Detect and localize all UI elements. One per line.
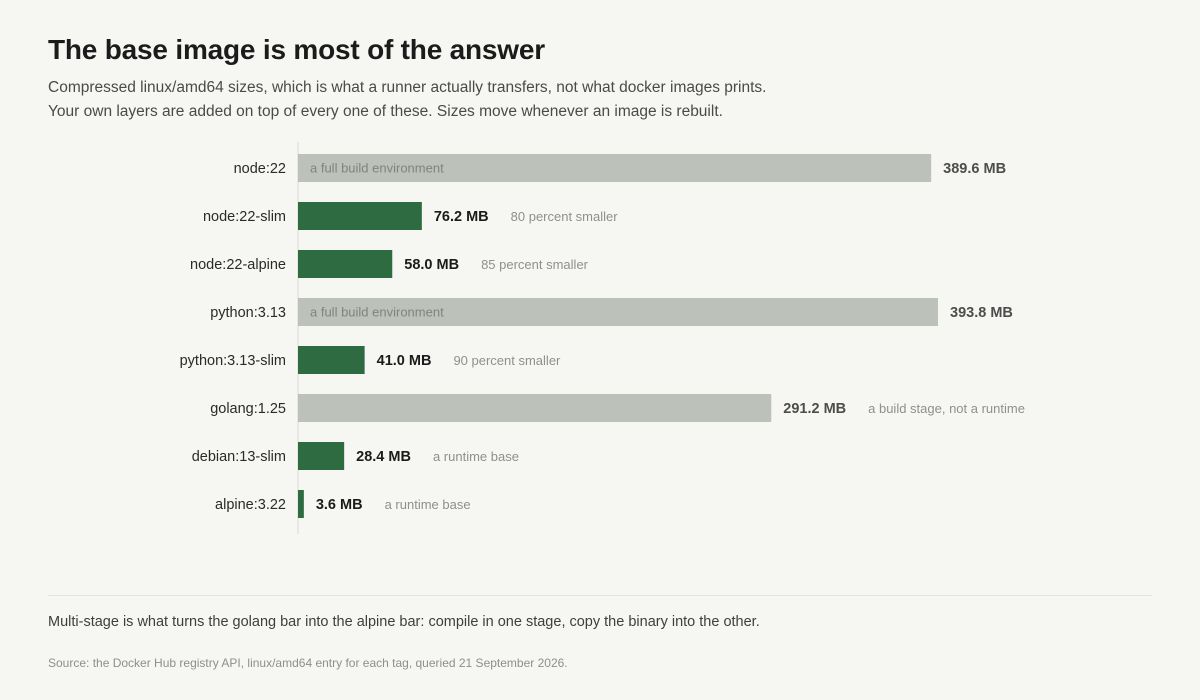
- bar: [298, 298, 938, 326]
- category-label: node:22-slim: [203, 209, 286, 225]
- bar-inside-label: a full build environment: [310, 305, 444, 320]
- bar-annotation: 80 percent smaller: [511, 209, 619, 224]
- footer-divider: [48, 595, 1152, 596]
- bar-annotation: 90 percent smaller: [453, 353, 561, 368]
- value-label: 28.4 MB: [356, 449, 411, 465]
- value-label: 41.0 MB: [377, 353, 432, 369]
- bar: [298, 442, 345, 470]
- category-label: debian:13-slim: [192, 449, 286, 465]
- value-label: 58.0 MB: [404, 257, 459, 273]
- chart-subtitle-line-2: Your own layers are added on top of ever…: [48, 103, 723, 120]
- value-label: 76.2 MB: [434, 209, 489, 225]
- value-label: 393.8 MB: [950, 305, 1013, 321]
- chart-title: The base image is most of the answer: [48, 34, 545, 65]
- source-note: Source: the Docker Hub registry API, lin…: [48, 656, 568, 670]
- bar: [298, 154, 932, 182]
- category-label: node:22: [234, 161, 286, 177]
- value-label: 291.2 MB: [783, 401, 846, 417]
- category-label: node:22-alpine: [190, 257, 286, 273]
- category-label: golang:1.25: [210, 401, 286, 417]
- value-label: 3.6 MB: [316, 497, 363, 513]
- category-label: python:3.13-slim: [180, 353, 286, 369]
- bar: [298, 250, 393, 278]
- bar-annotation: a build stage, not a runtime: [868, 401, 1025, 416]
- footer-note: Multi-stage is what turns the golang bar…: [48, 614, 760, 630]
- bar-annotation: a runtime base: [433, 449, 519, 464]
- bar: [298, 202, 422, 230]
- value-label: 389.6 MB: [943, 161, 1006, 177]
- bar-annotation: a runtime base: [385, 497, 471, 512]
- category-label: python:3.13: [210, 305, 286, 321]
- bar: [298, 394, 772, 422]
- bar: [298, 490, 304, 518]
- bar: [298, 346, 365, 374]
- bar-inside-label: a full build environment: [310, 161, 444, 176]
- bar-chart: node:22 a full build environment 389.6 MB n…: [180, 142, 1025, 534]
- category-label: alpine:3.22: [215, 497, 286, 513]
- bar-annotation: 85 percent smaller: [481, 257, 589, 272]
- chart-subtitle-line-1: Compressed linux/amd64 sizes, which is w…: [48, 79, 767, 96]
